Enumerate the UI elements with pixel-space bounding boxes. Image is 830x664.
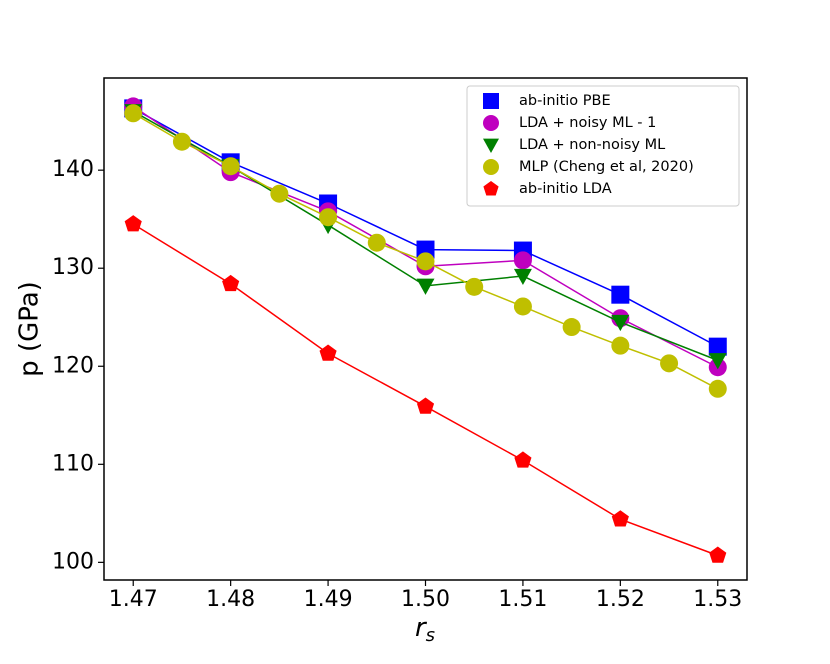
- marker: [416, 252, 435, 271]
- marker: [222, 274, 240, 292]
- legend-marker: [483, 138, 499, 153]
- marker: [513, 251, 532, 270]
- x-tick-label: 1.49: [304, 587, 353, 612]
- marker: [513, 268, 532, 286]
- marker: [611, 336, 630, 355]
- marker: [708, 337, 727, 356]
- marker: [465, 277, 484, 296]
- y-tick-label: 130: [52, 255, 94, 280]
- marker: [611, 285, 630, 304]
- y-tick-label: 100: [52, 549, 94, 574]
- legend-marker: [483, 115, 499, 131]
- x-tick-label: 1.51: [498, 587, 547, 612]
- marker: [708, 379, 727, 398]
- legend-label: LDA + non-noisy ML: [519, 137, 665, 153]
- legend-label: MLP (Cheng et al, 2020): [519, 159, 694, 175]
- marker: [708, 353, 727, 370]
- x-tick-label: 1.47: [109, 587, 158, 612]
- y-tick-label: 140: [52, 157, 94, 182]
- legend-label: ab-initio PBE: [519, 93, 611, 109]
- marker: [562, 318, 581, 337]
- marker: [416, 397, 435, 414]
- marker: [416, 278, 435, 295]
- y-tick-label: 120: [52, 353, 94, 378]
- marker: [124, 104, 143, 123]
- legend-marker: [483, 159, 499, 175]
- marker: [319, 208, 338, 227]
- x-tick-label: 1.52: [596, 587, 645, 612]
- marker: [611, 314, 630, 332]
- x-tick-label: 1.53: [693, 587, 742, 612]
- marker: [319, 344, 337, 361]
- marker: [513, 297, 532, 316]
- marker: [221, 157, 240, 176]
- marker: [172, 132, 191, 151]
- legend-box: [466, 85, 740, 207]
- x-axis-label: rs: [415, 613, 435, 647]
- marker: [709, 546, 727, 563]
- legend-label: ab-initio LDA: [519, 181, 612, 197]
- marker: [367, 233, 386, 252]
- marker: [270, 184, 289, 203]
- x-axis-label-sub: s: [426, 625, 435, 646]
- y-tick-label: 110: [52, 451, 94, 476]
- legend-marker: [483, 181, 499, 196]
- marker: [514, 451, 532, 468]
- y-axis-label: p (GPa): [15, 281, 45, 377]
- marker: [660, 354, 679, 373]
- marker: [611, 510, 629, 527]
- legend-label: LDA + noisy ML - 1: [519, 115, 656, 131]
- legend-marker: [483, 93, 499, 109]
- x-tick-label: 1.50: [401, 587, 450, 612]
- x-axis-label-main: r: [415, 613, 428, 643]
- marker: [124, 215, 142, 232]
- x-tick-label: 1.48: [206, 587, 255, 612]
